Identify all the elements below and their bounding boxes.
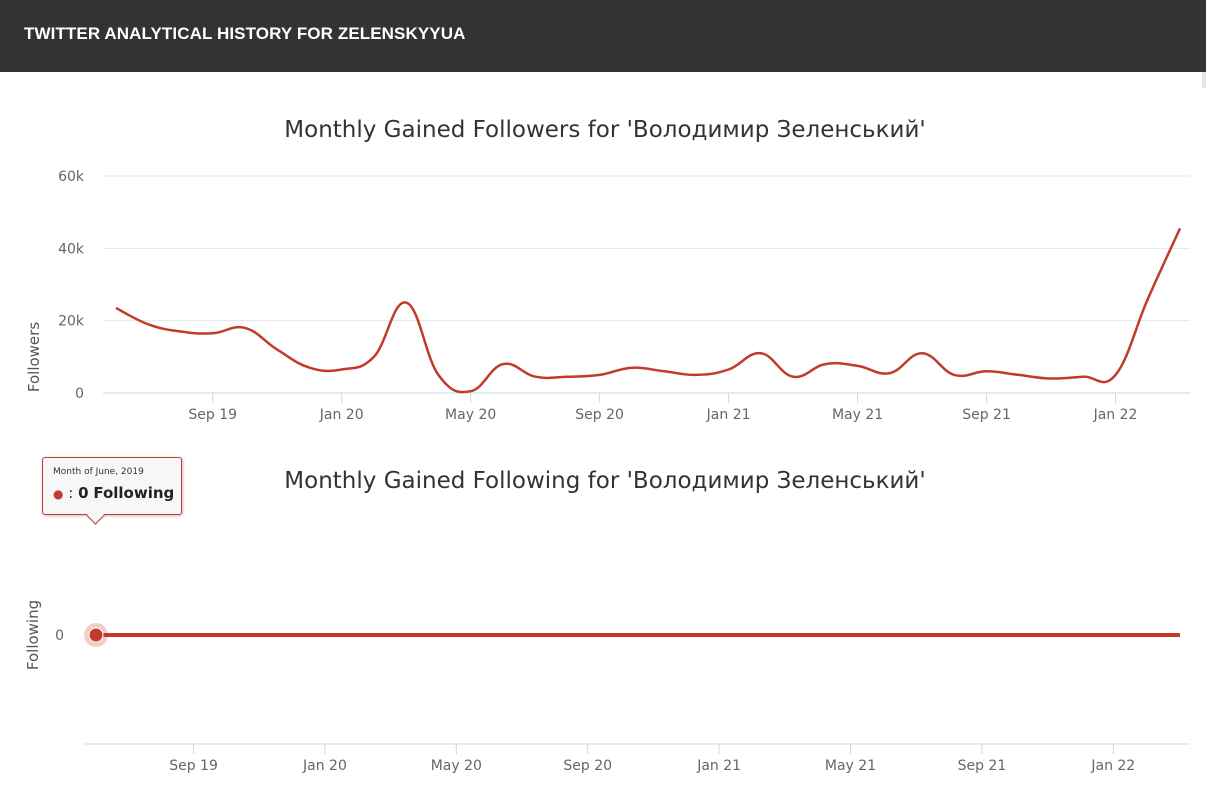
followers-chart-title: Monthly Gained Followers for 'Володимир …	[284, 117, 925, 143]
followers-series-line[interactable]	[115, 227, 1182, 394]
following-y-axis-label: Following	[24, 600, 42, 670]
followers-x-tick-label: Sep 20	[575, 407, 624, 423]
followers-gridlines	[103, 175, 1190, 322]
following-x-tick-label: Sep 21	[958, 758, 1007, 774]
data-tooltip: Month of June, 2019 ● : 0 Following	[42, 457, 182, 525]
followers-x-tick-label: May 21	[832, 407, 883, 423]
followers-y-tick-label: 60k	[58, 169, 85, 185]
followers-x-tick-label: Jan 22	[1093, 407, 1138, 423]
series-dot-icon: ●	[53, 487, 64, 501]
following-x-tick-label: May 21	[825, 758, 876, 774]
following-y-ticks: 0	[55, 628, 64, 644]
followers-x-ticks: Sep 19 Jan 20 May 20 Sep 20 Jan 21 May 21 Sep …	[188, 393, 1137, 423]
hover-point-marker[interactable]	[88, 627, 104, 643]
tooltip-body: ● : 0 Following	[53, 484, 174, 502]
following-y-tick-label: 0	[55, 628, 64, 644]
tooltip-label: Following	[93, 484, 175, 502]
followers-x-tick-label: May 20	[445, 407, 496, 423]
following-x-tick-label: Jan 21	[696, 758, 741, 774]
charts-area: Monthly Gained Followers for 'Володимир …	[24, 117, 1190, 774]
followers-x-tick-label: Jan 20	[319, 407, 364, 423]
following-x-tick-label: Sep 19	[169, 758, 218, 774]
followers-chart: Monthly Gained Followers for 'Володимир …	[25, 117, 1190, 423]
followers-x-tick-label: Jan 21	[706, 407, 751, 423]
following-x-tick-label: May 20	[431, 758, 482, 774]
following-chart-title: Monthly Gained Following for 'Володимир …	[284, 468, 925, 494]
followers-y-axis-label: Followers	[25, 322, 43, 392]
followers-x-tick-label: Sep 19	[188, 407, 237, 423]
following-x-tick-label: Sep 20	[563, 758, 612, 774]
followers-y-tick-label: 20k	[58, 314, 85, 330]
followers-x-tick-label: Sep 21	[962, 407, 1011, 423]
page-title: TWITTER ANALYTICAL HISTORY FOR ZELENSKYY…	[24, 24, 466, 43]
followers-y-tick-label: 40k	[58, 241, 85, 257]
following-chart: Monthly Gained Following for 'Володимир …	[24, 468, 1190, 774]
page-header: TWITTER ANALYTICAL HISTORY FOR ZELENSKYY…	[0, 0, 1206, 72]
scrollbar-edge	[1202, 72, 1206, 88]
following-x-tick-label: Jan 20	[302, 758, 347, 774]
followers-y-tick-label: 0	[75, 386, 84, 402]
following-x-tick-label: Jan 22	[1090, 758, 1135, 774]
following-x-ticks: Sep 19 Jan 20 May 20 Sep 20 Jan 21 May 21 Sep …	[169, 744, 1135, 774]
tooltip-value: 0	[78, 484, 89, 502]
tooltip-header: Month of June, 2019	[53, 467, 144, 477]
followers-y-ticks: 0 20k 40k 60k	[58, 169, 85, 402]
tooltip-colon: :	[68, 484, 74, 502]
